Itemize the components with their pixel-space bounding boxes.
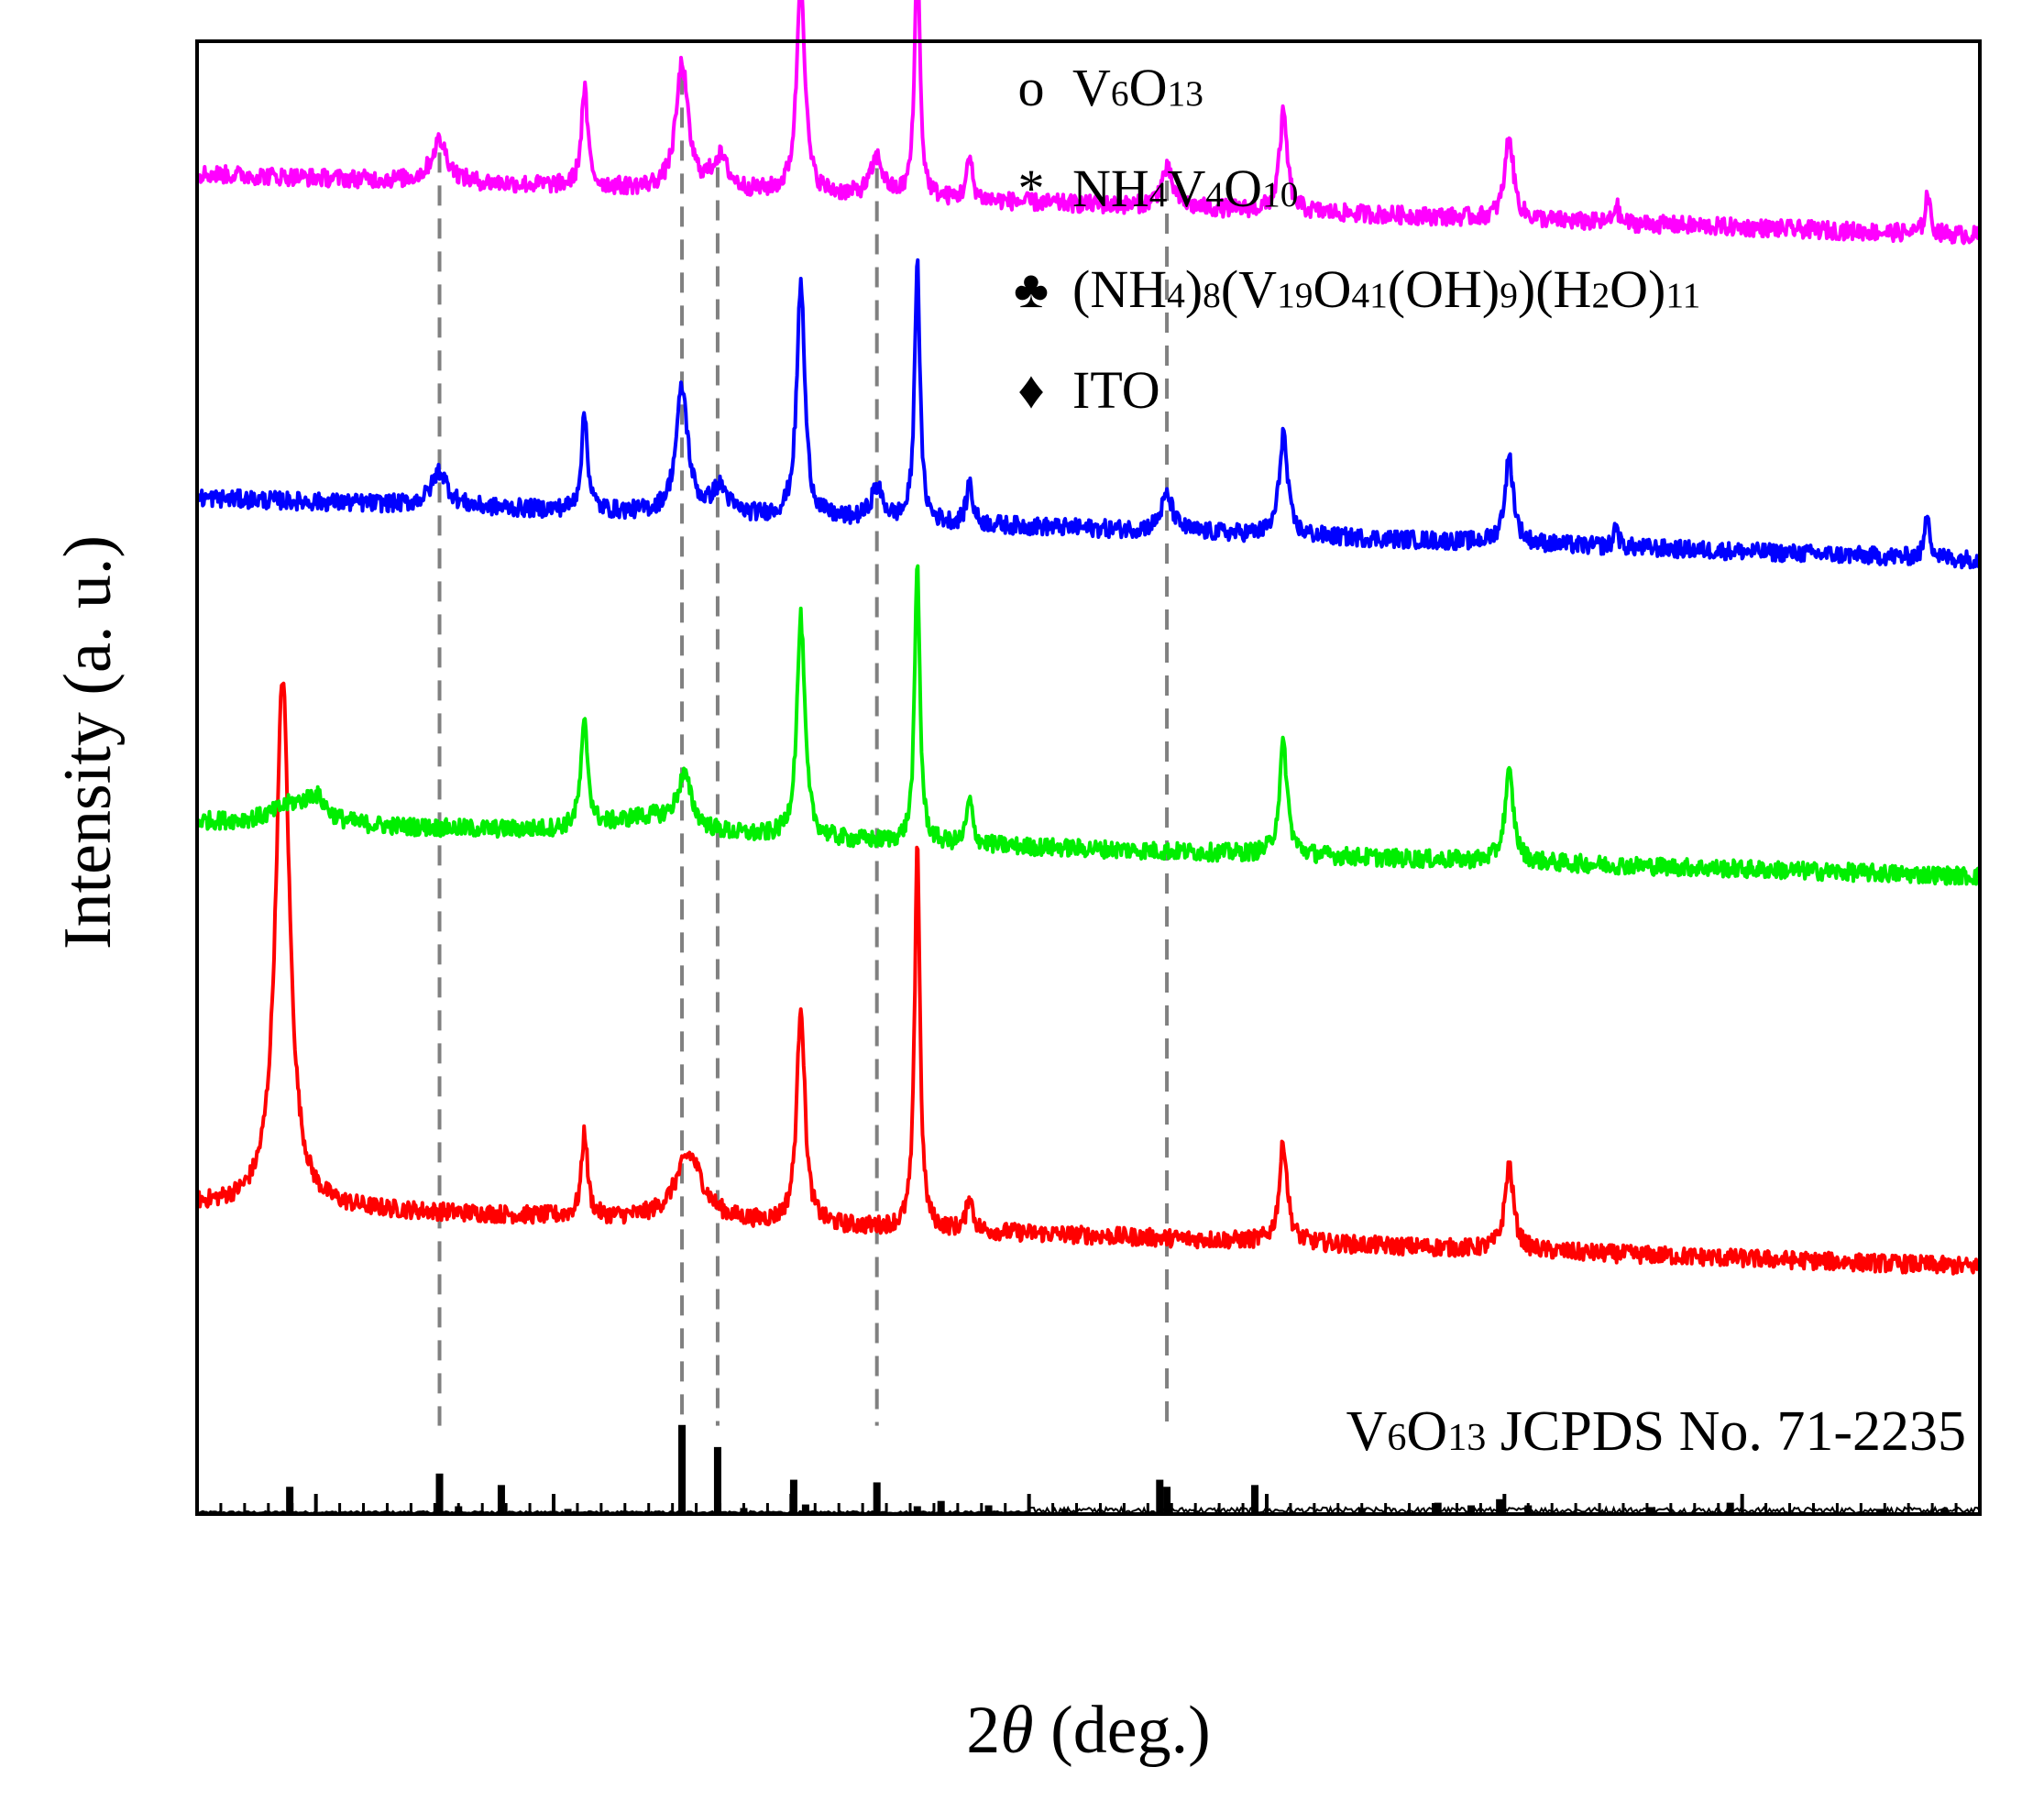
reference-stick-19 xyxy=(1434,1502,1442,1514)
reference-stick-3 xyxy=(497,1485,505,1514)
reference-stick-8 xyxy=(789,1479,797,1514)
legend-entry-1: NH4V4O10 xyxy=(1072,159,1298,218)
legend-entry-3: ITO xyxy=(1072,360,1160,420)
reference-stick-13 xyxy=(984,1505,993,1514)
reference-stick-12 xyxy=(937,1500,945,1514)
reference-stick-4 xyxy=(564,1509,572,1514)
series-line-d xyxy=(195,0,1981,246)
series-line-c xyxy=(195,258,1981,570)
reference-stick-10 xyxy=(873,1482,881,1514)
reference-stick-0 xyxy=(286,1487,294,1514)
diamond-icon: ♦ xyxy=(1017,360,1045,420)
y-axis-title: Intensity (a. u.) xyxy=(50,535,126,949)
series-line-a xyxy=(195,681,1981,1276)
circle-icon: o xyxy=(1018,58,1045,117)
reference-stick-9 xyxy=(801,1504,809,1514)
asterisk-icon: * xyxy=(1018,159,1045,218)
reference-label: V6O13 JCPDS No. 71-2235 xyxy=(1346,1400,1966,1463)
reference-stick-5 xyxy=(678,1424,687,1514)
reference-stick-17 xyxy=(1251,1485,1259,1514)
reference-stick-11 xyxy=(913,1506,921,1514)
reference-stick-26 xyxy=(1940,1509,1949,1514)
reference-stick-20 xyxy=(1467,1505,1476,1514)
x-axis-title: 2θ (deg.) xyxy=(966,1693,1211,1768)
series-line-b xyxy=(195,564,1981,886)
plot-frame xyxy=(195,39,1982,1516)
reference-stick-15 xyxy=(1156,1479,1164,1514)
reference-stick-24 xyxy=(1726,1502,1734,1514)
legend-entry-0: V6O13 xyxy=(1072,58,1203,117)
reference-stick-21 xyxy=(1496,1498,1504,1514)
reference-stick-6 xyxy=(713,1446,721,1514)
reference-stick-16 xyxy=(1163,1487,1171,1514)
reference-stick-1 xyxy=(435,1473,444,1514)
legend: o V6O13 * NH4V4O10 ♣ (NH4)8(V19O41(OH)9)(H2O)… xyxy=(1014,58,1700,420)
reference-stick-25 xyxy=(1876,1509,1885,1514)
legend-entry-2: (NH4)8(V19O41(OH)9)(H2O)11 xyxy=(1072,259,1700,319)
club-icon: ♣ xyxy=(1014,259,1049,319)
